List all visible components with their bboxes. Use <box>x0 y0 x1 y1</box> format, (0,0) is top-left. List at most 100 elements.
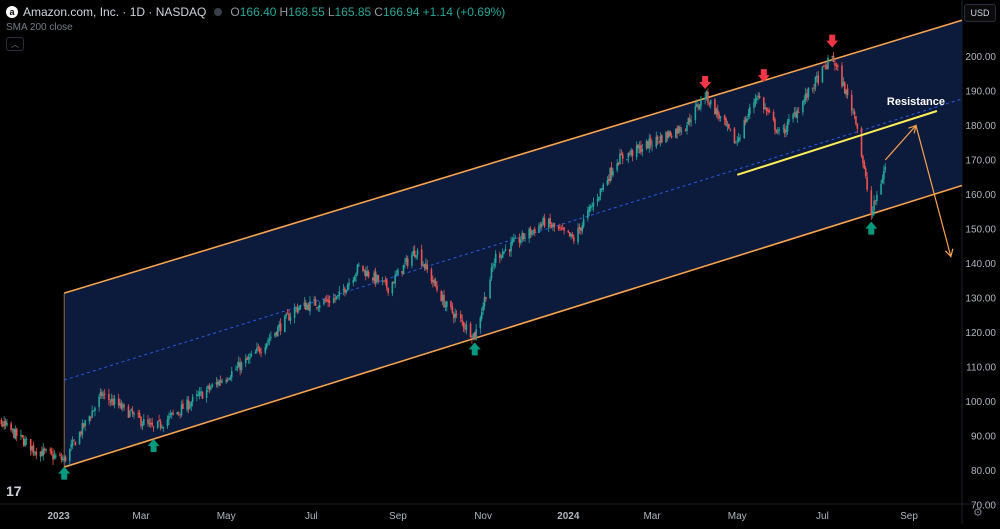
candle <box>547 217 550 233</box>
axes[interactable]: 70.00 80.00 90.00 100.00 110.00 120.00 130.00 1… <box>47 52 996 522</box>
candle-body <box>462 321 465 328</box>
channel-upper-line[interactable] <box>63 19 963 294</box>
candle <box>62 454 64 462</box>
candle-body <box>415 255 417 258</box>
currency-button[interactable]: USD <box>964 4 996 22</box>
candle-body <box>63 457 65 461</box>
candle-body <box>573 237 575 242</box>
candle-body <box>628 153 631 155</box>
candle-body <box>775 129 778 133</box>
candle <box>473 331 476 341</box>
candle-body <box>162 426 165 429</box>
sma-indicator-label[interactable]: SMA 200 close <box>6 22 73 33</box>
candle <box>825 63 828 70</box>
candle <box>649 134 652 150</box>
candle <box>108 388 110 406</box>
up-arrow-marker[interactable] <box>147 439 160 452</box>
candle <box>446 300 448 312</box>
candle <box>788 114 790 125</box>
drawings[interactable]: Resistance <box>58 34 954 480</box>
candle <box>455 310 458 319</box>
candle <box>514 234 517 239</box>
channel-lower-line[interactable] <box>63 184 963 468</box>
candle <box>236 361 239 372</box>
candle <box>627 152 630 164</box>
candle-body <box>645 140 648 149</box>
candle-body <box>788 119 790 123</box>
candle-body <box>45 449 47 451</box>
down-arrow-marker[interactable] <box>699 76 712 89</box>
candle <box>688 113 691 127</box>
candle-body <box>450 301 452 308</box>
candle-body <box>385 279 388 288</box>
collapse-legend-button[interactable]: ︿ <box>6 37 24 51</box>
candle <box>352 277 355 287</box>
candle <box>609 167 611 184</box>
candle <box>35 447 38 460</box>
candle <box>755 95 758 105</box>
candle <box>704 92 706 105</box>
candle <box>513 233 515 243</box>
candle-body <box>493 263 496 266</box>
candle <box>581 222 584 235</box>
y-tick-label: 150.00 <box>965 225 996 236</box>
symbol-legend[interactable]: a Amazon.com, Inc. · 1D · NASDAQ O 166.4… <box>6 5 508 19</box>
candle-body <box>346 284 349 291</box>
candle-body <box>401 270 403 274</box>
candle-body <box>461 319 463 322</box>
candle <box>764 103 766 110</box>
symbol-title[interactable]: Amazon.com, Inc. · 1D · NASDAQ <box>23 5 207 19</box>
candle-body <box>131 410 134 414</box>
candle <box>816 71 818 83</box>
x-tick-label: 2024 <box>557 511 580 522</box>
candle <box>71 436 74 450</box>
up-arrow-marker[interactable] <box>468 342 481 356</box>
candle <box>510 236 512 257</box>
candle <box>416 248 419 260</box>
candle <box>82 423 85 429</box>
candle <box>684 128 687 132</box>
candle <box>286 308 289 315</box>
candle-body <box>148 422 151 425</box>
candle-body <box>550 224 553 228</box>
candle-body <box>834 62 836 66</box>
y-tick-label: 170.00 <box>965 156 996 167</box>
candle-body <box>846 88 849 96</box>
candle <box>651 140 653 152</box>
candle-body <box>514 237 517 239</box>
down-arrow-marker[interactable] <box>826 34 839 48</box>
y-tick-label: 70.00 <box>971 501 996 512</box>
candle <box>180 400 183 418</box>
candle <box>332 293 335 304</box>
candle <box>377 274 380 284</box>
regression-channel[interactable] <box>63 19 963 468</box>
candle <box>425 258 427 271</box>
candle <box>327 294 329 308</box>
up-arrow-marker[interactable] <box>865 221 878 235</box>
candle <box>131 406 134 417</box>
candle <box>450 300 452 310</box>
candle-body <box>793 112 796 115</box>
candle <box>215 377 218 388</box>
candle-body <box>733 128 736 144</box>
candle <box>542 215 544 226</box>
candle-body <box>169 413 172 415</box>
candle <box>666 130 669 142</box>
candle-body <box>666 132 669 138</box>
candle <box>49 447 52 455</box>
candle <box>561 223 564 230</box>
candle <box>863 159 866 170</box>
resistance-line[interactable] <box>736 110 938 176</box>
candle <box>426 259 429 274</box>
candle <box>588 204 591 217</box>
gear-icon[interactable]: ⚙ <box>973 507 983 519</box>
candle-body <box>317 307 320 309</box>
candle <box>247 353 250 364</box>
candle <box>362 265 364 273</box>
candle <box>317 305 320 312</box>
candle <box>842 77 845 87</box>
up-arrow-marker[interactable] <box>58 466 71 480</box>
down-arrow-marker[interactable] <box>757 69 770 83</box>
